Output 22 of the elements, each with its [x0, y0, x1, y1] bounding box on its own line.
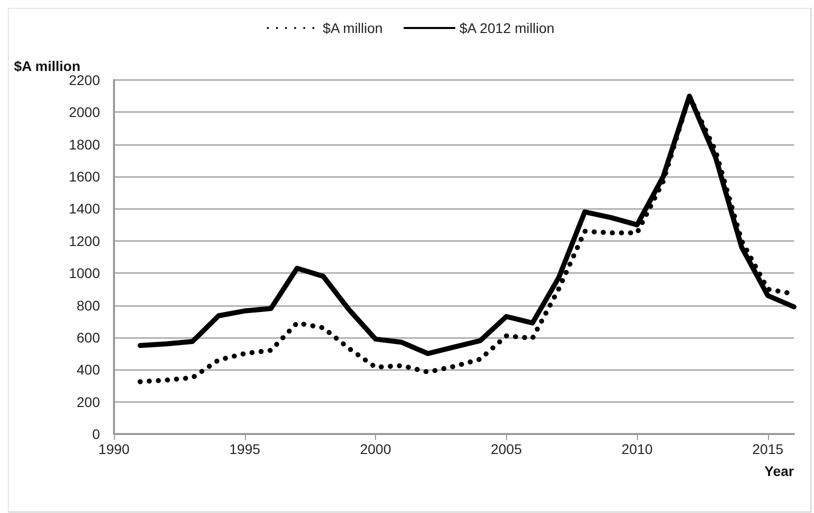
- x-tick-label: 2010: [622, 441, 653, 457]
- y-tick-label: 1600: [68, 168, 100, 185]
- y-axis-title: $A million: [14, 58, 80, 74]
- y-tick-label: 200: [76, 394, 100, 410]
- x-tick-label: 2005: [490, 441, 522, 457]
- x-tick-label: 2015: [752, 441, 784, 457]
- y-tick-label: 800: [76, 297, 100, 314]
- x-tick-label: 1995: [229, 441, 261, 457]
- legend-label: $A 2012 million: [459, 20, 554, 36]
- y-tick-label: 2000: [68, 104, 100, 120]
- x-tick-label: 2000: [360, 441, 392, 457]
- legend-label: $A million: [322, 20, 383, 36]
- y-tick-label: 600: [76, 329, 100, 346]
- y-tick-label: 1200: [68, 232, 100, 249]
- y-tick-label: 1400: [68, 200, 100, 217]
- x-axis-title: Year: [764, 463, 795, 479]
- y-tick-label: 1800: [68, 136, 100, 152]
- y-tick-label: 0: [92, 426, 100, 442]
- x-tick-label: 1990: [98, 441, 130, 457]
- y-tick-label: 2200: [68, 72, 100, 88]
- y-tick-label: 400: [76, 362, 100, 378]
- y-tick-label: 1000: [68, 265, 100, 282]
